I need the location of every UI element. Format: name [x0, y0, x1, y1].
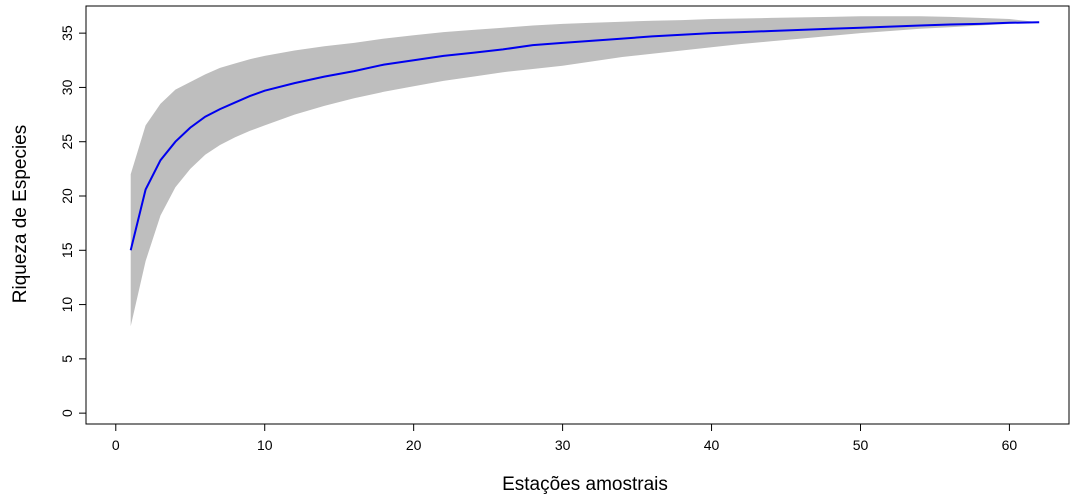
- series-line: [129, 21, 1040, 251]
- x-tick-label: 40: [704, 437, 720, 453]
- y-tick-label: 15: [59, 242, 75, 258]
- x-axis-title: Estações amostrais: [502, 474, 668, 495]
- y-axis-title: Riqueza de Especies: [10, 125, 31, 304]
- y-axis: 0 5 10 15 20 25 30 35: [59, 25, 87, 417]
- y-tick-label: 25: [59, 134, 75, 150]
- x-tick-label: 50: [853, 437, 869, 453]
- y-tick-label: 30: [59, 79, 75, 95]
- y-tick-label: 0: [59, 409, 75, 417]
- x-tick-label: 20: [406, 437, 422, 453]
- y-tick-label: 35: [59, 25, 75, 41]
- y-tick-label: 5: [59, 355, 75, 363]
- x-tick-label: 30: [555, 437, 571, 453]
- x-axis: 0 10 20 30 40 50 60: [112, 423, 1018, 453]
- y-tick-label: 10: [59, 297, 75, 313]
- confidence-band: [130, 16, 1040, 327]
- y-tick-label: 20: [59, 188, 75, 204]
- x-tick-label: 10: [257, 437, 273, 453]
- x-tick-label: 0: [112, 437, 120, 453]
- x-tick-label: 60: [1002, 437, 1018, 453]
